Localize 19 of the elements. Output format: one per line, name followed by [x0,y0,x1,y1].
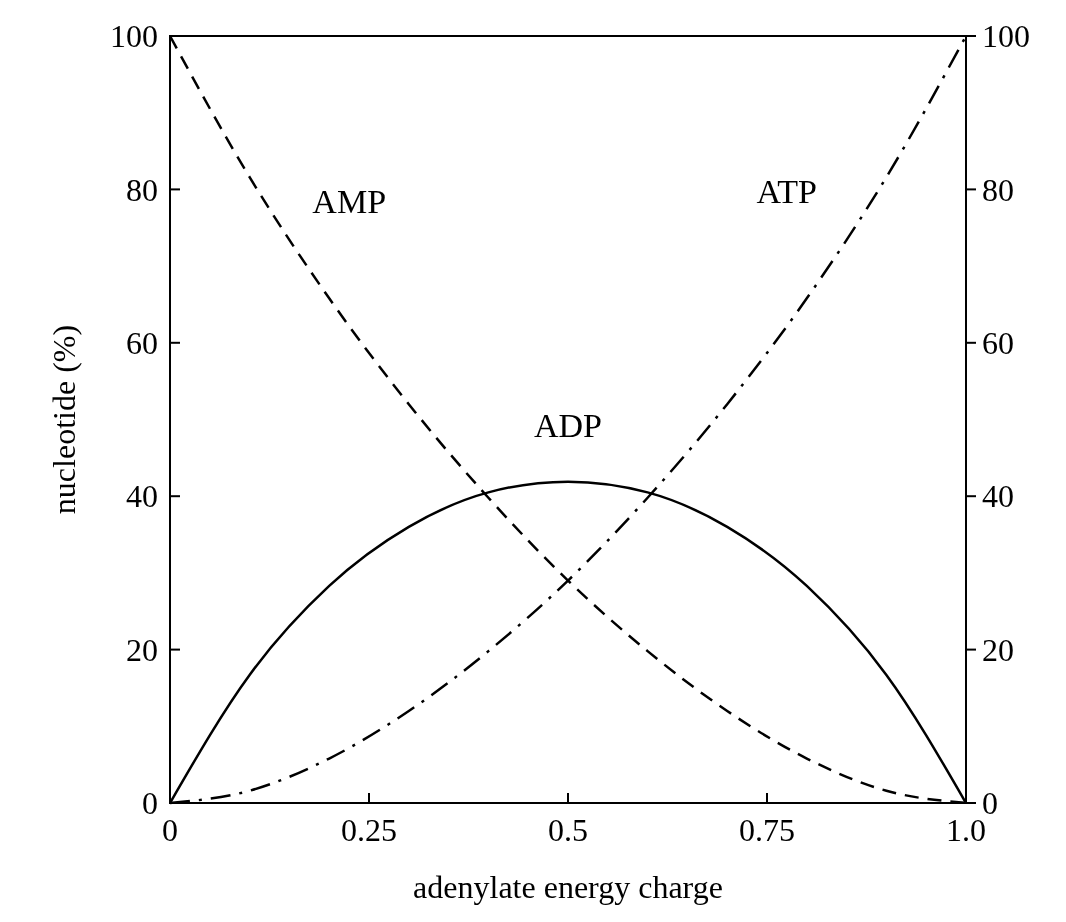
y-axis-title: nucleotide (%) [46,324,82,515]
y2-tick-label: 100 [982,18,1030,55]
y-tick-label: 60 [126,325,158,361]
x-tick-label: 0.25 [341,812,397,848]
y2-tick-label: 80 [982,171,1014,208]
y-tick-label: 100 [110,18,158,55]
y2-tick-label: 20 [982,631,1014,668]
x-tick-label: 0.75 [739,812,795,848]
series-label: ADP [533,406,603,444]
y2-tick-label: 60 [982,325,1014,361]
y-tick-label: 0 [142,785,158,822]
y2-tick-label: 40 [982,478,1014,515]
y-tick-label: 20 [126,631,158,668]
y-tick-label: 80 [126,171,158,208]
x-tick-label: 0.5 [548,812,588,848]
series-label: AMP [312,183,387,221]
series-label: ATP [756,173,818,211]
x-axis-title: adenylate energy charge [413,869,723,905]
y-tick-label: 40 [126,478,158,515]
